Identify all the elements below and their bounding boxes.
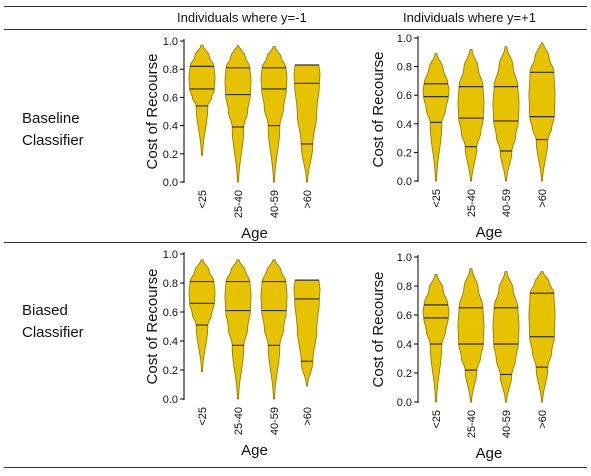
- y-tick-label: 1.0: [163, 36, 178, 48]
- x-tick-label: 40-59: [269, 407, 281, 435]
- violin-chart-baseline-y-plus-1: 0.0 0.2 0.4 0.6 0.8 1.0 Cost of Recourse <25 25-…: [370, 33, 556, 241]
- violin-2: [457, 49, 485, 182]
- row-label-line2: Classifier: [22, 132, 84, 149]
- row-label-biased: Biased Classifier: [22, 300, 84, 344]
- y-tick-label: 0.8: [163, 278, 178, 290]
- column-header-y-minus-1: Individuals where y=-1: [177, 10, 307, 25]
- y-tick-label: 0.2: [163, 365, 178, 377]
- y-tick-label: 0.0: [163, 177, 178, 189]
- header-rule: [4, 29, 587, 30]
- y-axis-title: Cost of Recourse: [370, 272, 387, 388]
- y-axis-title: Cost of Recourse: [370, 52, 387, 168]
- violin-1: [422, 53, 450, 182]
- y-tick-label: 0.2: [397, 368, 412, 380]
- violin-3: [492, 46, 520, 182]
- x-tick-label: <25: [431, 410, 443, 429]
- x-tick-label: >60: [302, 190, 314, 209]
- violin-4: [293, 279, 321, 387]
- x-tick-label: 40-59: [501, 189, 513, 217]
- violin-3: [260, 259, 288, 400]
- y-tick-label: 0.6: [397, 90, 412, 102]
- y-tick-label: 0.0: [163, 394, 178, 406]
- x-tick-label: <25: [431, 189, 443, 208]
- x-axis-title: Age: [241, 225, 268, 242]
- top-rule: [4, 6, 587, 7]
- y-tick-label: 0.6: [163, 92, 178, 104]
- x-axis-title: Age: [476, 224, 503, 241]
- violin-4: [528, 41, 556, 182]
- y-tick-label: 1.0: [397, 33, 412, 45]
- y-tick-label: 0.8: [163, 64, 178, 76]
- y-tick-label: 1.0: [163, 249, 178, 261]
- violin-2: [224, 44, 252, 183]
- x-tick-label: 40-59: [501, 410, 513, 438]
- violin-3: [492, 271, 520, 403]
- x-tick-label: 40-59: [269, 190, 281, 218]
- x-tick-label: >60: [302, 407, 314, 426]
- row-label-line1: Biased: [22, 302, 68, 319]
- y-tick-label: 0.8: [397, 62, 412, 74]
- x-tick-label: >60: [537, 410, 549, 429]
- y-tick-label: 0.6: [397, 310, 412, 322]
- y-tick-label: 0.0: [397, 397, 412, 409]
- row-label-line1: Baseline: [22, 110, 80, 127]
- x-tick-label: >60: [537, 189, 549, 208]
- bottom-rule: [4, 467, 587, 468]
- x-axis-title: Age: [476, 445, 503, 462]
- violin-1: [188, 259, 216, 372]
- row-label-line2: Classifier: [22, 324, 84, 341]
- x-tick-label: 25-40: [466, 410, 478, 438]
- y-tick-label: 1.0: [397, 252, 412, 264]
- y-tick-label: 0.6: [163, 307, 178, 319]
- y-tick-label: 0.8: [397, 281, 412, 293]
- x-tick-label: 25-40: [233, 407, 245, 435]
- y-tick-label: 0.2: [397, 147, 412, 159]
- y-tick-label: 0.0: [397, 176, 412, 188]
- x-axis-title: Age: [241, 442, 268, 459]
- y-tick-label: 0.4: [163, 121, 178, 133]
- column-header-y-plus-1: Individuals where y=+1: [403, 10, 536, 25]
- violin-4: [293, 64, 321, 183]
- y-axis-title: Cost of Recourse: [144, 54, 161, 170]
- y-tick-label: 0.4: [397, 339, 412, 351]
- y-tick-label: 0.4: [163, 336, 178, 348]
- violin-2: [224, 259, 252, 400]
- x-tick-label: 25-40: [233, 190, 245, 218]
- violin-chart-biased-y-plus-1: 0.0 0.2 0.4 0.6 0.8 1.0 Cost of Recourse <25 25-…: [370, 252, 556, 462]
- x-tick-label: <25: [197, 407, 209, 426]
- violin-1: [422, 274, 450, 403]
- row-label-baseline: Baseline Classifier: [22, 108, 84, 152]
- y-axis-title: Cost of Recourse: [144, 269, 161, 385]
- row-divider: [4, 242, 587, 243]
- y-tick-label: 0.2: [163, 149, 178, 161]
- x-tick-label: 25-40: [466, 189, 478, 217]
- violin-2: [457, 268, 485, 403]
- violin-1: [188, 44, 216, 156]
- violin-3: [260, 46, 288, 183]
- y-tick-label: 0.4: [397, 119, 412, 131]
- x-tick-label: <25: [197, 190, 209, 209]
